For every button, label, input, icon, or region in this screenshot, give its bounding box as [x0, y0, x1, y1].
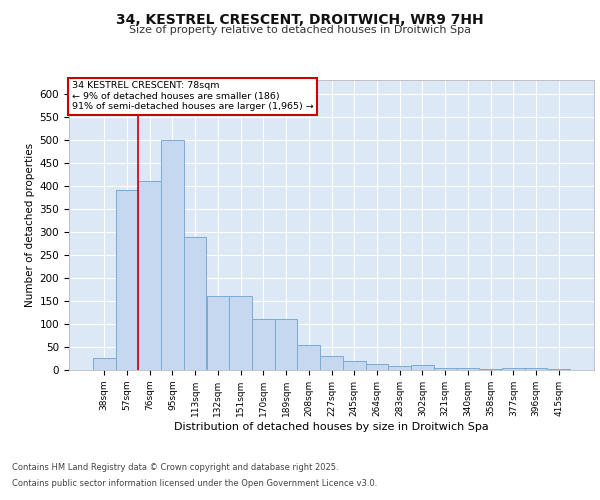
- Text: Contains HM Land Registry data © Crown copyright and database right 2025.: Contains HM Land Registry data © Crown c…: [12, 464, 338, 472]
- Bar: [275, 320, 298, 370]
- Text: Contains public sector information licensed under the Open Government Licence v3: Contains public sector information licen…: [12, 478, 377, 488]
- Bar: [365, 364, 388, 370]
- Y-axis label: Number of detached properties: Number of detached properties: [25, 143, 35, 307]
- Text: 34, KESTREL CRESCENT, DROITWICH, WR9 7HH: 34, KESTREL CRESCENT, DROITWICH, WR9 7HH: [116, 12, 484, 26]
- X-axis label: Distribution of detached houses by size in Droitwich Spa: Distribution of detached houses by size …: [174, 422, 489, 432]
- Bar: [229, 296, 252, 370]
- Bar: [161, 140, 184, 370]
- Text: 34 KESTREL CRESCENT: 78sqm
← 9% of detached houses are smaller (186)
91% of semi: 34 KESTREL CRESCENT: 78sqm ← 9% of detac…: [71, 82, 313, 112]
- Bar: [547, 369, 570, 370]
- Bar: [502, 368, 524, 370]
- Bar: [524, 368, 547, 370]
- Text: Size of property relative to detached houses in Droitwich Spa: Size of property relative to detached ho…: [129, 25, 471, 35]
- Bar: [298, 344, 320, 370]
- Bar: [320, 356, 343, 370]
- Bar: [343, 361, 365, 370]
- Bar: [252, 320, 275, 370]
- Bar: [93, 358, 116, 370]
- Bar: [206, 296, 229, 370]
- Bar: [411, 366, 434, 370]
- Bar: [457, 368, 479, 370]
- Bar: [388, 366, 411, 370]
- Bar: [116, 190, 139, 370]
- Bar: [434, 368, 457, 370]
- Bar: [139, 182, 161, 370]
- Bar: [479, 369, 502, 370]
- Bar: [184, 236, 206, 370]
